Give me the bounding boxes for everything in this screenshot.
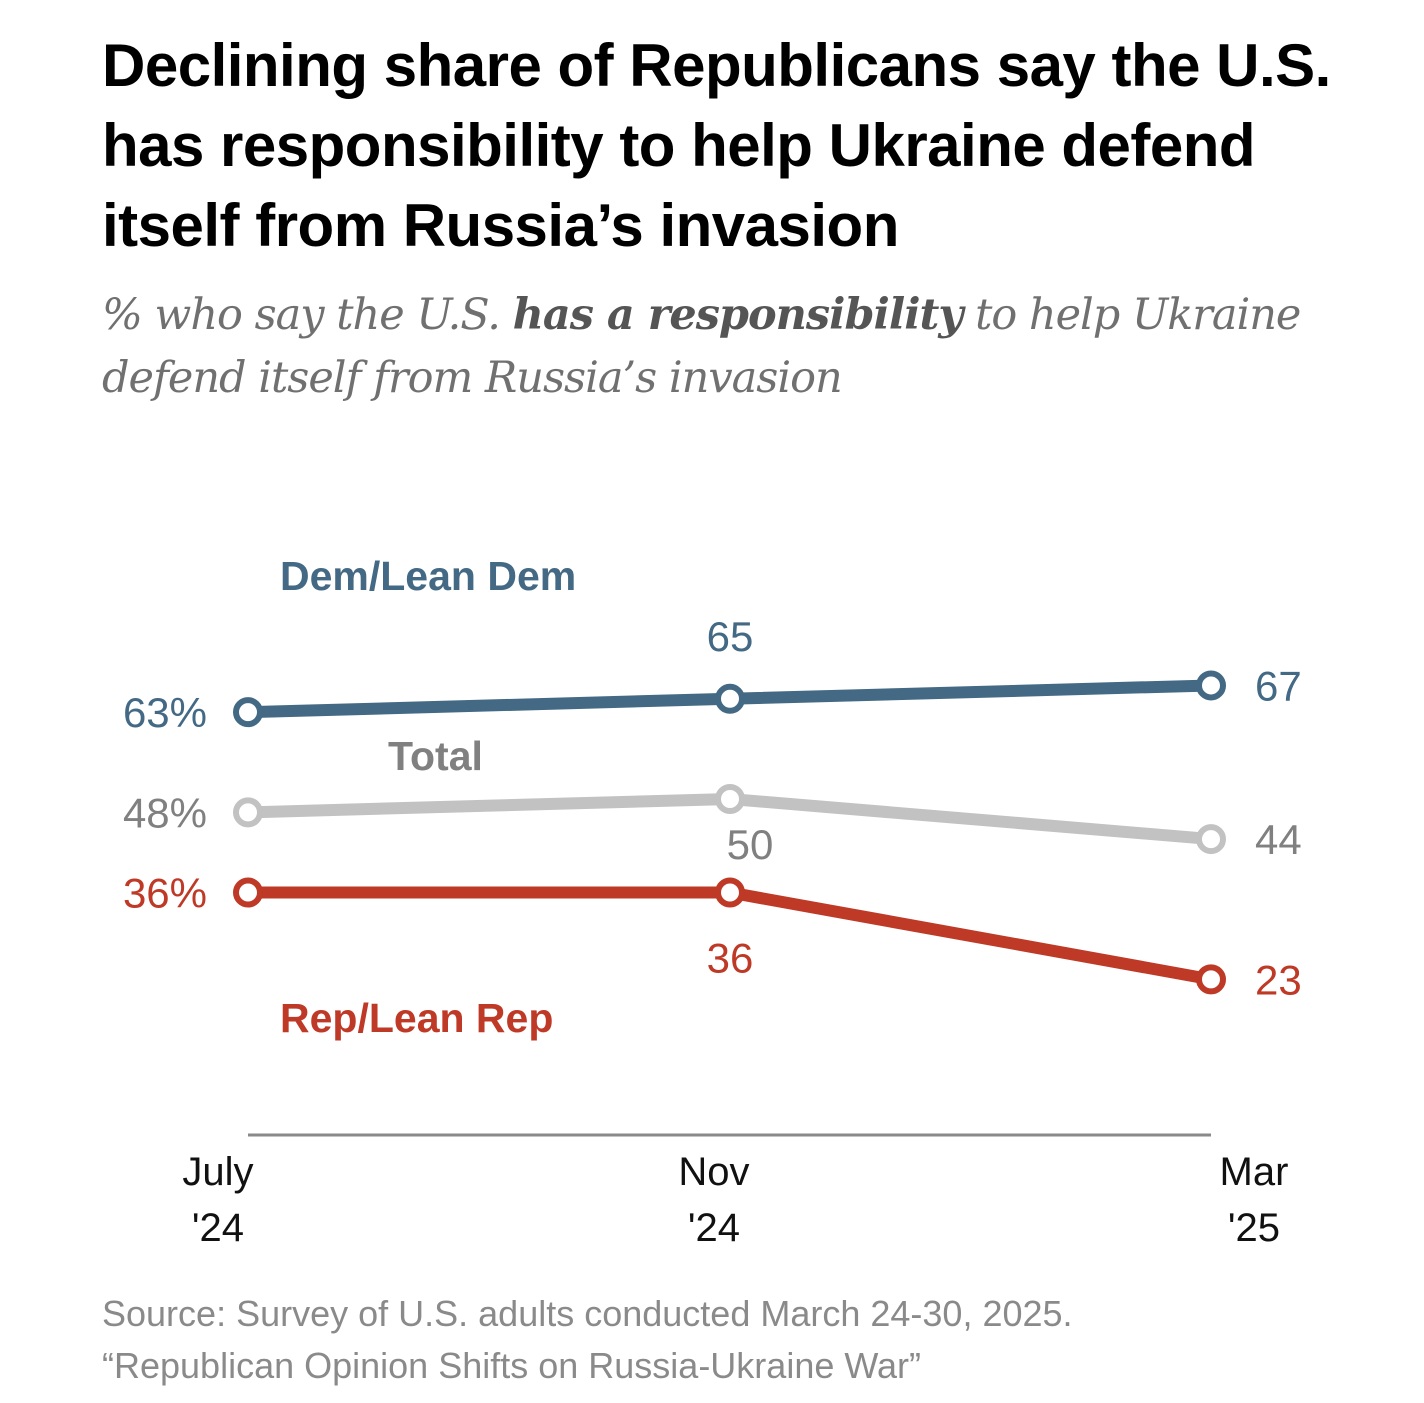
data-label: 48% (123, 789, 207, 836)
data-point (233, 877, 263, 908)
data-point (715, 683, 745, 714)
data-point (1196, 670, 1226, 701)
data-label: 36 (707, 935, 754, 982)
x-tick-label: Mar '25 (1220, 1150, 1289, 1250)
data-label: 50 (727, 821, 774, 868)
data-point (715, 784, 745, 814)
subtitle-pre: % who say the U.S. (102, 290, 513, 340)
data-label: 67 (1255, 662, 1302, 709)
data-label: 36% (123, 870, 207, 917)
chart-subtitle: % who say the U.S. has a responsibility … (102, 284, 1302, 410)
source-line-1: Source: Survey of U.S. adults conducted … (102, 1293, 1073, 1334)
series-name-label: Dem/Lean Dem (280, 553, 576, 599)
data-point (715, 877, 745, 908)
data-point (233, 697, 263, 728)
series-name-label: Total (388, 733, 483, 779)
chart-title: Declining share of Republicans say the U… (102, 32, 1331, 259)
data-point (1196, 824, 1226, 855)
x-tick-label: Nov '24 (678, 1150, 749, 1250)
data-label: 44 (1255, 816, 1302, 863)
data-point (233, 797, 263, 828)
subtitle-bold: has a responsibility (512, 290, 964, 340)
data-label: 65 (707, 613, 754, 660)
data-label: 23 (1255, 956, 1302, 1003)
data-point (1196, 964, 1226, 995)
data-label: 63% (123, 689, 207, 736)
series-name-label: Rep/Lean Rep (280, 995, 553, 1041)
source-note: Source: Survey of U.S. adults conducted … (102, 1288, 1302, 1392)
x-tick-label: July '24 (182, 1150, 253, 1250)
subtitle-post: to help Ukraine defend itself from Russi… (102, 290, 1301, 403)
source-line-2: “Republican Opinion Shifts on Russia-Ukr… (102, 1345, 921, 1386)
